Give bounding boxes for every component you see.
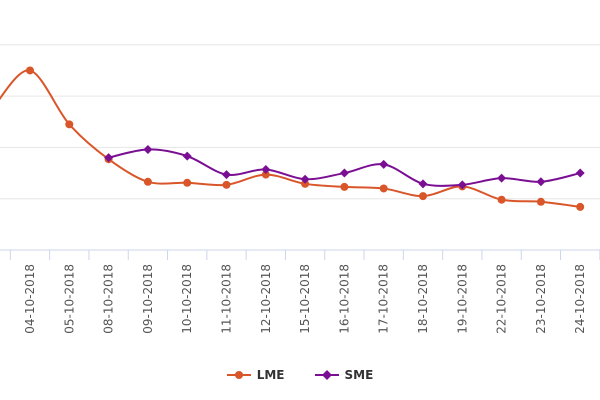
lme-data-point[interactable] [26,66,34,75]
x-tick-label: 19-10-2018 [455,264,469,334]
lme-data-point[interactable] [419,192,427,201]
gridlines [0,44,600,251]
sme-data-point[interactable] [182,151,192,161]
sme-data-point[interactable] [143,144,153,154]
lme-data-point[interactable] [576,202,585,211]
sme-data-point[interactable] [575,168,585,178]
lme-data-point[interactable] [497,195,506,204]
series-lines [0,69,581,208]
sme-data-point[interactable] [222,170,231,180]
x-tick-label: 08-10-2018 [102,264,116,334]
sme-data-point[interactable] [339,168,349,178]
x-axis: 04-10-2018 05-10-2018 08-10-2018 09-10-2018… [9,250,600,334]
sme-data-point[interactable] [300,174,310,184]
x-tick-label: 09-10-2018 [141,264,155,334]
lme-data-point[interactable] [65,120,74,129]
sme-data-point[interactable] [379,159,389,169]
sme-data-point[interactable] [418,179,428,189]
sme-data-point[interactable] [457,180,467,190]
lme-data-point[interactable] [301,179,310,188]
x-tick-label: 16-10-2018 [337,264,351,334]
sme-data-point[interactable] [261,164,271,174]
x-tick-label: 15-10-2018 [298,264,312,334]
sme-data-point[interactable] [497,173,507,183]
x-tick-label: 12-10-2018 [259,264,273,334]
lme-data-point[interactable] [536,197,545,206]
sme-series-line [108,148,581,187]
lme-series-line [0,69,581,208]
lme-data-point[interactable] [261,170,270,179]
lme-legend-marker-icon [226,371,251,379]
sme-data-point[interactable] [536,177,546,187]
x-tick-label: 23-10-2018 [534,264,548,334]
legend-label-sme: SME [344,368,374,382]
x-tick-label: 11-10-2018 [220,264,234,334]
x-tick-label: 04-10-2018 [23,264,37,334]
lme-data-point[interactable] [379,184,388,193]
series-points [26,66,585,211]
legend-item-lme[interactable]: LME [226,368,285,382]
x-tick-label: 22-10-2018 [495,264,509,334]
legend-item-sme[interactable]: SME [314,368,374,382]
lme-data-point[interactable] [183,178,192,187]
x-tick-label: 05-10-2018 [62,264,76,334]
lme-data-point[interactable] [143,177,152,186]
lme-data-point[interactable] [340,182,349,191]
legend-label-lme: LME [256,368,285,382]
lme-data-point[interactable] [222,180,231,189]
sme-data-point[interactable] [104,153,114,163]
x-tick-label: 18-10-2018 [416,264,430,334]
x-tick-label: 24-10-2018 [573,264,587,334]
x-tick-label: 17-10-2018 [377,264,391,334]
x-tick-label: 10-10-2018 [180,264,194,334]
sme-legend-marker-icon [314,370,339,380]
legend: LME SME [0,363,600,387]
